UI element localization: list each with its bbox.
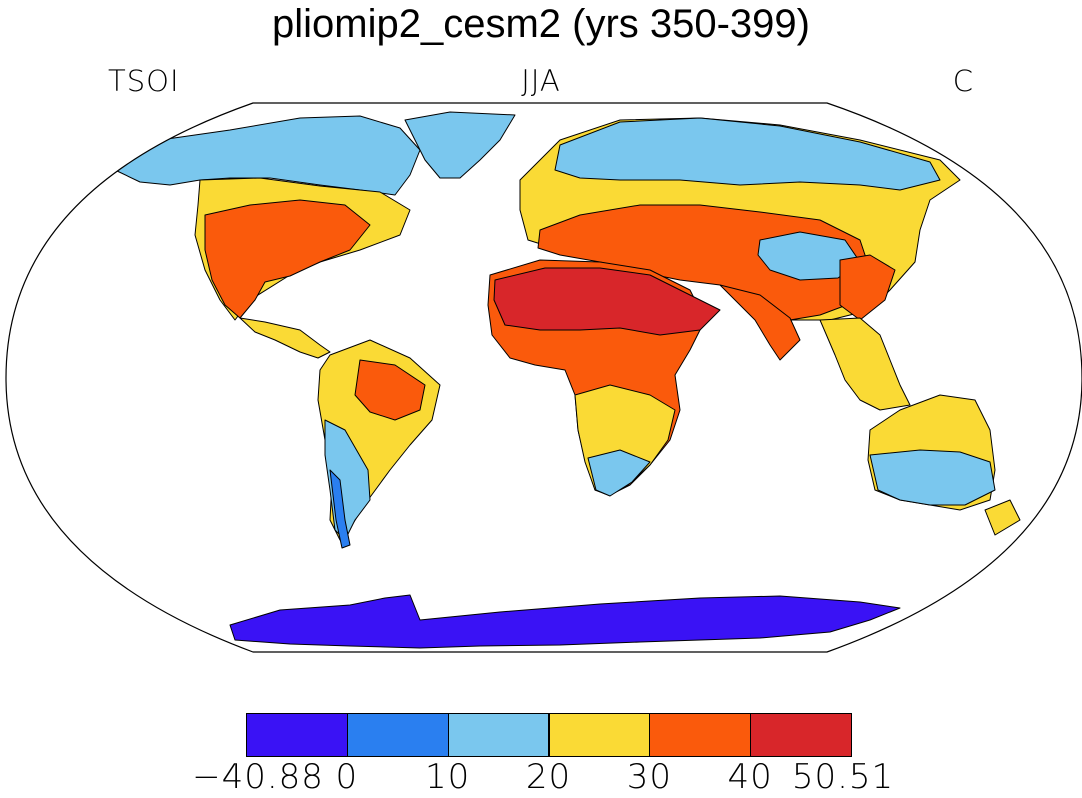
australia-south <box>869 449 996 506</box>
colorbar-box <box>447 713 550 757</box>
tibet <box>757 231 861 281</box>
colorbar-box <box>750 713 852 757</box>
south-africa-cool <box>587 449 651 497</box>
colorbar-tick-label: 40 <box>727 757 773 797</box>
siberia <box>554 117 941 191</box>
amazon-warm <box>354 359 426 421</box>
colorbar-box <box>548 713 651 757</box>
units-label: C <box>952 64 974 98</box>
colorbar-tick-label: 0 <box>335 757 359 797</box>
colorbar-box <box>346 713 449 757</box>
andes-cold <box>329 469 351 549</box>
colorbar-tick-label: 20 <box>525 757 572 797</box>
central-america <box>239 317 331 359</box>
colorbar-box <box>246 713 348 757</box>
north-america-south <box>204 199 371 319</box>
colorbar-box <box>649 713 752 757</box>
season-label: JJA <box>521 64 561 98</box>
map-title: pliomip2_cesm2 (yrs 350-399) <box>271 2 810 46</box>
colorbar-tick-label: 50.51 <box>791 757 895 797</box>
antarctica <box>229 594 901 649</box>
canada-arctic <box>114 115 421 196</box>
colorbar-tick-label: 30 <box>626 757 672 797</box>
globe-outline <box>5 102 1082 653</box>
india-china <box>719 254 896 361</box>
greenland <box>404 111 516 179</box>
new-zealand <box>984 499 1021 536</box>
colorbar-tick-label: 10 <box>425 757 471 797</box>
sahara-arabia <box>493 267 721 336</box>
variable-label: TSOI <box>108 64 180 98</box>
southeast-asia <box>819 317 911 411</box>
colorbar-tick-label: −40.88 <box>192 757 324 797</box>
